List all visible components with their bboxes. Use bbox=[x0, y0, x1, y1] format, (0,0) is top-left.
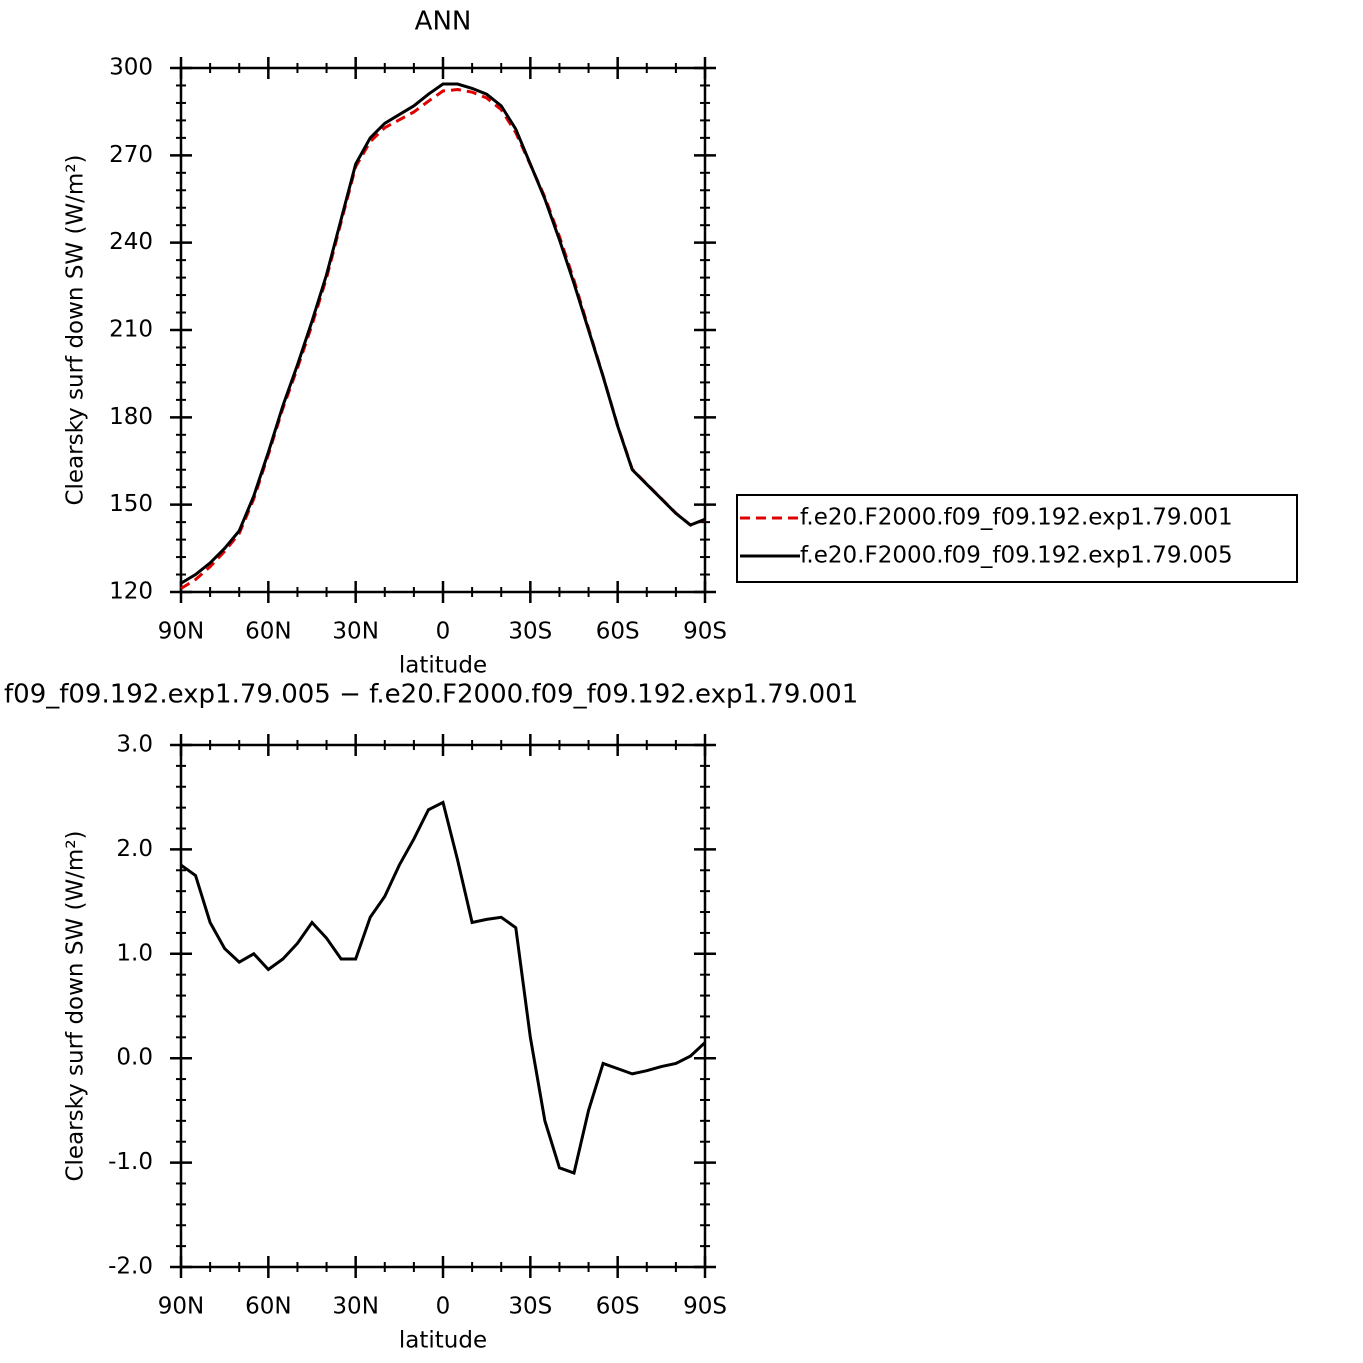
y-tick-label: 2.0 bbox=[116, 836, 153, 862]
x-tick-label: 90N bbox=[158, 1294, 204, 1320]
y-tick-label: 180 bbox=[109, 404, 153, 430]
plot-frame bbox=[179, 66, 707, 594]
y-tick-label: 150 bbox=[109, 491, 153, 517]
y-axis-label: Clearsky surf down SW (W/m²) bbox=[63, 830, 89, 1181]
x-tick-label: 60N bbox=[245, 619, 291, 645]
x-tick-label: 90S bbox=[683, 1294, 727, 1320]
chart-title: f09_f09.192.exp1.79.005 − f.e20.F2000.f0… bbox=[4, 680, 858, 710]
y-tick-label: 210 bbox=[109, 317, 153, 343]
x-tick-label: 30S bbox=[508, 1294, 552, 1320]
y-tick-label: 3.0 bbox=[116, 732, 153, 758]
legend-box bbox=[736, 494, 1298, 583]
x-tick-label: 30N bbox=[332, 619, 378, 645]
x-tick-label: 60S bbox=[596, 1294, 640, 1320]
y-tick-label: 0.0 bbox=[116, 1045, 153, 1071]
x-tick-label: 0 bbox=[436, 619, 451, 645]
data-line bbox=[180, 88, 706, 590]
y-tick-label: 1.0 bbox=[116, 940, 153, 966]
x-tick-label: 30S bbox=[508, 619, 552, 645]
y-tick-label: 270 bbox=[109, 142, 153, 168]
y-axis-label: Clearsky surf down SW (W/m²) bbox=[63, 154, 89, 505]
y-tick-label: 240 bbox=[109, 229, 153, 255]
chart-title: ANN bbox=[415, 7, 472, 37]
x-tick-label: 90N bbox=[158, 619, 204, 645]
legend-label: f.e20.F2000.f09_f09.192.exp1.79.005 bbox=[800, 543, 1233, 569]
data-line bbox=[180, 82, 706, 585]
x-tick-label: 90S bbox=[683, 619, 727, 645]
x-tick-label: 60S bbox=[596, 619, 640, 645]
x-tick-label: 60N bbox=[245, 1294, 291, 1320]
x-tick-label: 0 bbox=[436, 1294, 451, 1320]
y-tick-label: 300 bbox=[109, 55, 153, 81]
legend-label: f.e20.F2000.f09_f09.192.exp1.79.001 bbox=[800, 505, 1233, 531]
x-axis-label: latitude bbox=[399, 653, 487, 679]
y-tick-label: -2.0 bbox=[108, 1254, 153, 1280]
data-line bbox=[180, 800, 707, 1176]
y-tick-label: 120 bbox=[109, 579, 153, 605]
x-axis-label: latitude bbox=[399, 1328, 487, 1354]
y-tick-label: -1.0 bbox=[108, 1149, 153, 1175]
x-tick-label: 30N bbox=[332, 1294, 378, 1320]
plot-frame bbox=[179, 743, 707, 1269]
